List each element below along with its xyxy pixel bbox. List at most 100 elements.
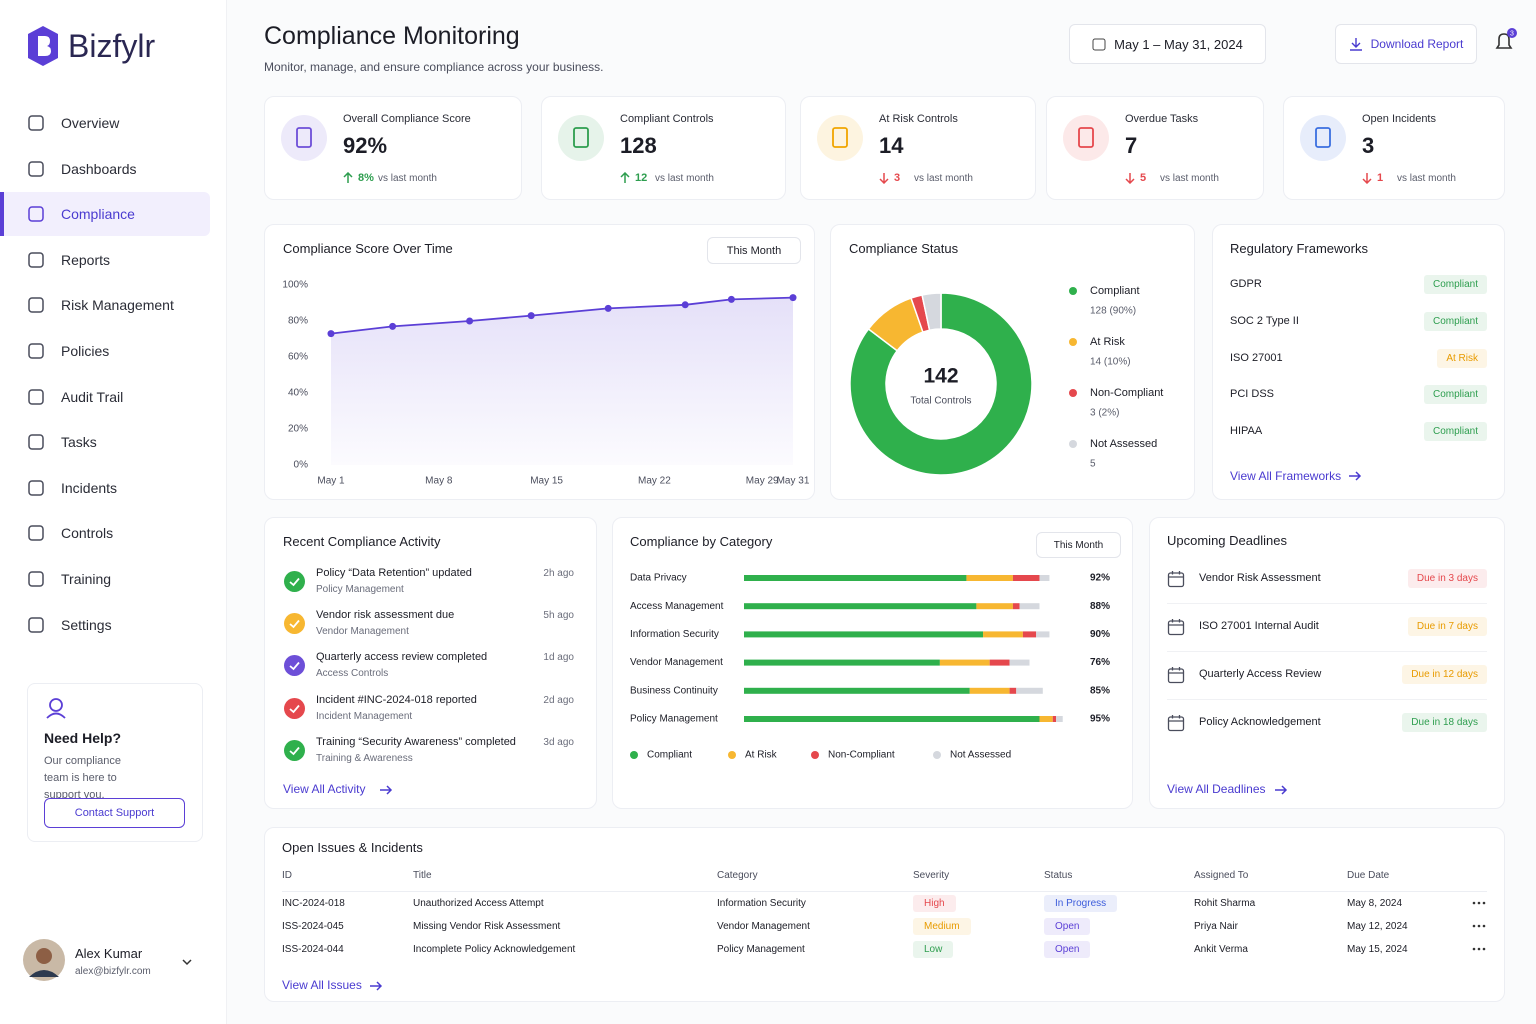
brand-logo <box>28 26 58 66</box>
score-chart-card: Compliance Score Over Time This Month 0% 20… <box>264 224 815 500</box>
download-label: Download Report <box>1370 37 1464 51</box>
view-link[interactable]: View All Frameworks <box>1230 469 1342 483</box>
calendar-icon <box>1092 38 1106 51</box>
deadline-name: Policy Acknowledgement <box>1199 716 1321 728</box>
activity-icon-glyph <box>289 746 300 756</box>
nav-label[interactable]: Risk Management <box>61 297 174 314</box>
nav-label[interactable]: Overview <box>61 115 120 131</box>
category-label: Policy Management <box>630 714 718 725</box>
nav-label[interactable]: Tasks <box>61 434 97 451</box>
view-link[interactable]: View All Issues <box>282 978 362 992</box>
activity-title: Training “Security Awareness” completed <box>316 735 516 748</box>
download-button[interactable]: Download Report <box>1335 24 1477 64</box>
line-point <box>727 295 735 303</box>
card-title: Open Issues & Incidents <box>282 840 423 855</box>
nav-icon-shape <box>28 571 44 587</box>
nav-icon <box>28 115 44 131</box>
kpi-icon-bg <box>1300 115 1346 161</box>
dot <box>1477 947 1481 951</box>
category-total: 90% <box>1090 629 1110 640</box>
line-point <box>327 330 335 338</box>
bar-segment <box>1056 716 1063 722</box>
due-badge: Due in 18 days <box>1402 713 1487 732</box>
calendar-icon <box>1167 619 1185 636</box>
view-link[interactable]: View All Activity <box>283 782 366 796</box>
nav-label[interactable]: Incidents <box>61 479 118 496</box>
bar-segment <box>744 716 1040 722</box>
nav-label[interactable]: Reports <box>61 251 111 268</box>
kpi-value: 92% <box>343 133 388 158</box>
activity-sub: Policy Management <box>316 584 404 595</box>
column-header: ID <box>282 870 292 881</box>
cal-line <box>1168 571 1184 578</box>
bar-segment <box>969 687 1010 694</box>
calendar-icon <box>1167 571 1185 588</box>
nav-label[interactable]: Training <box>61 571 112 587</box>
category-total: 95% <box>1090 714 1110 725</box>
table-cell: May 15, 2024 <box>1347 944 1408 955</box>
column-header: Category <box>717 870 758 881</box>
activity-sub: Vendor Management <box>316 626 409 638</box>
donut-center-label: Total Controls <box>910 396 971 407</box>
line-chart: 0% 20% 40% 60% 80% 100% May 1 May 8 May 15 May 22… <box>282 280 809 487</box>
notification-bell: 3 <box>1495 28 1517 49</box>
header-divider <box>282 891 1487 892</box>
legend-label: Non-Compliant <box>1090 387 1163 399</box>
kpi-card: Compliant Controls 128 12 vs last month <box>541 96 786 200</box>
activity-icon-glyph <box>289 620 300 629</box>
framework-name: SOC 2 Type II <box>1230 314 1299 327</box>
due-badge: Due in 7 days <box>1407 617 1487 636</box>
contact-button[interactable]: Contact Support <box>44 798 185 828</box>
view-link[interactable]: View All Deadlines <box>1167 782 1266 796</box>
legend-dot <box>933 751 941 759</box>
trend-arrow <box>1125 173 1135 184</box>
line-point <box>789 294 797 302</box>
trend <box>1125 173 1135 184</box>
activity-time: 1d ago <box>543 652 574 664</box>
nav-icon-shape <box>28 525 44 542</box>
table-cell: Unauthorized Access Attempt <box>413 898 544 909</box>
avatar-face <box>36 948 52 964</box>
chart-title: Compliance by Category <box>630 534 773 549</box>
category-total: 88% <box>1090 601 1110 612</box>
date-range: May 1 – May 31, 2024 <box>1114 36 1243 52</box>
filter-dropdown[interactable]: This Month <box>707 237 801 264</box>
kpi-icon-glyph <box>573 127 589 148</box>
trend-arrow <box>343 172 353 183</box>
legend-label: Non-Compliant <box>828 750 895 761</box>
nav-item[interactable] <box>4 192 210 237</box>
date-range-picker[interactable]: May 1 – May 31, 2024 <box>1069 24 1266 64</box>
activity-icon <box>284 613 305 635</box>
nav-label[interactable]: Dashboards <box>61 160 137 177</box>
line-point <box>389 322 397 330</box>
donut-slice <box>849 292 1033 476</box>
nav-label[interactable]: Audit Trail <box>61 388 124 405</box>
table-cell: Rohit Sharma <box>1194 898 1256 909</box>
nav-label[interactable]: Settings <box>61 616 112 633</box>
due-badge: Due in 12 days <box>1402 665 1487 684</box>
status-badge: Compliant <box>1423 311 1487 331</box>
filter-dropdown[interactable]: This Month <box>1036 532 1121 558</box>
nav-label[interactable]: Compliance <box>61 206 135 223</box>
bar-segment <box>1022 631 1037 638</box>
nav-icon <box>28 525 44 542</box>
nav-icon-shape <box>28 388 44 405</box>
nav-icon-shape <box>28 480 44 496</box>
x-tick-label: May 15 <box>530 476 563 487</box>
logo-letter <box>38 36 51 56</box>
cal-line <box>1168 619 1184 626</box>
user-name: Alex Kumar <box>75 946 143 961</box>
nav-icon-shape <box>28 115 44 131</box>
bell <box>1495 33 1513 49</box>
status-badge: Open <box>1044 941 1091 958</box>
table-cell: Incomplete Policy Acknowledgement <box>413 944 576 955</box>
nav-icon <box>28 616 44 633</box>
kpi-icon <box>558 115 604 161</box>
activity-icon <box>284 697 305 719</box>
issues-card: Open Issues & Incidents ID Title Category Se… <box>264 827 1505 1002</box>
activity-sub: Access Controls <box>316 668 389 680</box>
nav-label[interactable]: Policies <box>61 343 110 359</box>
nav-label[interactable]: Controls <box>61 525 114 542</box>
kpi-icon-bg <box>817 115 863 161</box>
kpi-icon <box>281 115 327 161</box>
